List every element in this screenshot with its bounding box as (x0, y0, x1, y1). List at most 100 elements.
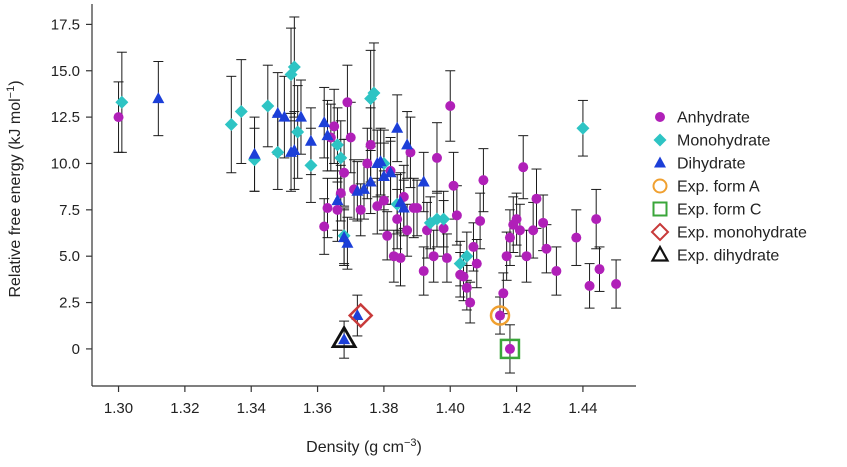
anhydrate-point (365, 139, 376, 150)
y-tick-label: 0 (72, 341, 80, 358)
x-tick-label: 1.38 (369, 400, 398, 417)
monohydrate-point (430, 212, 444, 226)
monohydrate-point (271, 145, 285, 159)
dihydrate-point (288, 143, 301, 155)
dihydrate-point (401, 138, 414, 150)
monohydrate-point (367, 86, 381, 100)
y-tick-label: 10.0 (51, 155, 80, 172)
anhydrate-point (329, 121, 340, 132)
y-tick-label: 15.0 (51, 63, 80, 80)
anhydrate-point (332, 204, 343, 215)
anhydrate-point (418, 266, 429, 277)
legend-label: Anhydrate (677, 110, 750, 127)
monohydrate-point (576, 121, 590, 135)
anhydrate-point (475, 215, 486, 226)
anhydrate-point (514, 225, 525, 236)
axes: 0 2.5 5.0 7.5 10.0 12.5 15.0 17.5 1.30 1.32 1.34 1.… (51, 4, 636, 417)
anhydrate-point (378, 195, 389, 206)
monohydrate-point (287, 60, 301, 74)
monohydrate-point (460, 249, 474, 263)
anhydrate-point (448, 180, 459, 191)
legend-marker-monohydrate (653, 133, 667, 147)
legend-label: Exp. monohydrate (677, 225, 807, 242)
dihydrate-point (391, 121, 404, 133)
dihydrate-point (364, 175, 377, 187)
y-tick-label: 2.5 (59, 295, 80, 312)
anhydrate-point (395, 253, 406, 264)
anhydrate-point (541, 243, 552, 254)
anhydrate-point (445, 100, 456, 111)
anhydrate-point (345, 132, 356, 143)
exp_form_a-point (489, 305, 511, 326)
monohydrate-point (291, 125, 305, 139)
monohydrate-point (261, 99, 275, 113)
anhydrate-point (495, 310, 505, 321)
legend-label: Exp. dihydrate (677, 248, 779, 265)
legend-label: Exp. form A (677, 179, 760, 196)
anhydrate-point (431, 152, 442, 163)
anhydrate-point (511, 214, 522, 225)
dihydrate-point (358, 182, 370, 194)
x-tick-label: 1.44 (568, 400, 597, 417)
x-tick-label: 1.32 (170, 400, 199, 417)
anhydrate-point (372, 201, 383, 212)
anhydrate-point (113, 112, 124, 123)
exp_form_c-point (499, 338, 521, 360)
dihydrate-point (417, 175, 430, 187)
anhydrate-point (319, 221, 330, 232)
dihydrate-point (338, 333, 351, 345)
anhydrate-point (468, 241, 479, 252)
monohydrate-point (304, 158, 318, 172)
anhydrate-point (458, 271, 469, 282)
legend-marker-exp_form_c (652, 201, 668, 217)
legend-label: Exp. form C (677, 202, 761, 219)
anhydrate-point (322, 202, 333, 213)
x-tick-label: 1.40 (436, 400, 465, 417)
monohydrate-point (334, 151, 348, 165)
anhydrate-point (392, 214, 403, 225)
monohydrate-point (115, 95, 129, 109)
anhydrate-point (362, 158, 373, 169)
dihydrate-point (351, 309, 364, 321)
y-tick-label: 5.0 (59, 248, 80, 265)
x-tick-label: 1.36 (303, 400, 332, 417)
anhydrate-point (498, 288, 509, 299)
anhydrate-point (594, 264, 605, 275)
legend-label: Monohydrate (677, 133, 770, 150)
anhydrate-point (611, 279, 622, 290)
monohydrate-point (330, 138, 344, 152)
legend: Anhydrate Monohydrate Dihydrate Exp. form A… (650, 110, 807, 265)
dihydrate-point (248, 147, 261, 159)
x-tick-label: 1.34 (237, 400, 266, 417)
anhydrate-point (531, 193, 542, 204)
dihydrate-point (294, 110, 307, 122)
y-tick-label: 7.5 (59, 202, 80, 219)
x-tick-label: 1.42 (502, 400, 531, 417)
anhydrate-point (405, 147, 416, 158)
x-axis-label: Density (g cm−3) (306, 437, 422, 456)
anhydrate-point (591, 214, 602, 225)
anhydrate-point (504, 343, 515, 354)
dihydrate-point (271, 106, 284, 118)
dihydrate-point (397, 201, 410, 213)
anhydrate-point (504, 232, 515, 243)
anhydrate-point (441, 253, 452, 264)
dihydrate-point (278, 110, 291, 122)
legend-marker-anhydrate (655, 112, 665, 122)
anhydrate-point (428, 251, 439, 262)
exp_monohydrate-point (347, 302, 374, 329)
anhydrate-point (342, 97, 353, 108)
anhydrate-point (451, 210, 462, 221)
data-points (113, 60, 622, 360)
anhydrate-point (518, 162, 529, 173)
anhydrate-point (465, 297, 476, 308)
anhydrate-point (438, 223, 449, 234)
monohydrate-point (234, 105, 248, 119)
dihydrate-point (384, 166, 397, 178)
anhydrate-point (339, 167, 350, 178)
anhydrate-point (402, 225, 413, 236)
anhydrate-point (471, 258, 482, 269)
dihydrate-point (318, 116, 331, 128)
